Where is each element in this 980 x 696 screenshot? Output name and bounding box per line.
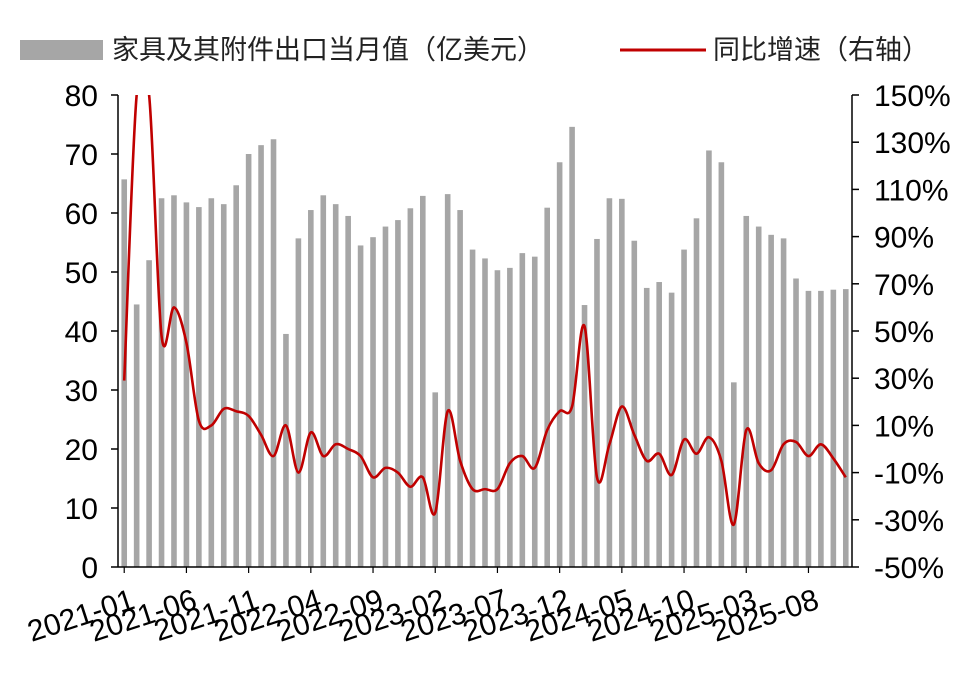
bar-2022-03 xyxy=(295,238,302,567)
bar-2023-04 xyxy=(457,210,463,568)
bar-2024-04 xyxy=(606,198,613,567)
bar-2021-09 xyxy=(220,204,227,567)
bar-2022-12 xyxy=(407,208,414,567)
bar-2022-04 xyxy=(308,210,314,568)
y-left-tick-label: 40 xyxy=(65,316,98,349)
bar-2021-06 xyxy=(183,202,190,567)
bar-2023-02 xyxy=(432,392,439,567)
y-left-tick-label: 0 xyxy=(81,552,98,585)
bar-2025-10 xyxy=(830,289,837,567)
bar-2023-05 xyxy=(469,249,476,567)
growth-line xyxy=(122,95,847,526)
y-right-tick-label: 70% xyxy=(874,269,934,302)
y-right-tick-label: 90% xyxy=(874,222,934,255)
bar-2022-06 xyxy=(332,204,339,567)
bar-2025-01 xyxy=(718,162,725,567)
bar-2025-04 xyxy=(755,226,762,567)
y-right-tick-label: -10% xyxy=(874,458,944,491)
legend-bar-swatch xyxy=(20,40,103,60)
bar-2023-09 xyxy=(519,253,526,567)
bar-2021-12 xyxy=(258,145,264,567)
y-right-tick-label: 50% xyxy=(874,316,934,349)
y-left-tick-label: 30 xyxy=(65,375,98,408)
bar-2025-05 xyxy=(768,234,774,567)
bar-2021-10 xyxy=(233,185,239,567)
y-left-tick-label: 70 xyxy=(65,139,98,172)
bar-2024-02 xyxy=(581,305,588,567)
bar-2022-10 xyxy=(382,226,389,567)
bar-2024-03 xyxy=(594,238,600,567)
bar-series xyxy=(121,126,849,568)
bar-2025-09 xyxy=(818,290,824,567)
y-right-tick-label: 150% xyxy=(874,80,951,113)
bar-2024-11 xyxy=(693,218,700,567)
legend-bar-label: 家具及其附件出口当月值（亿美元） xyxy=(112,35,544,66)
bar-2024-09 xyxy=(668,292,675,567)
bar-2021-08 xyxy=(208,198,215,567)
bar-2025-06 xyxy=(780,238,787,567)
bar-2024-08 xyxy=(656,282,662,567)
bar-2023-12 xyxy=(556,162,563,567)
y-right-tick-label: -30% xyxy=(874,505,944,538)
bar-2022-05 xyxy=(320,195,327,568)
y-left-tick-label: 10 xyxy=(65,493,98,526)
y-right-tick-label: 30% xyxy=(874,363,934,396)
bar-2021-07 xyxy=(196,207,202,567)
bar-2024-07 xyxy=(643,287,650,567)
line-series xyxy=(122,95,847,526)
bar-2023-11 xyxy=(544,207,550,567)
bar-2025-11 xyxy=(842,289,849,567)
y-right-tick-label: 130% xyxy=(874,127,951,160)
y-left-tick-label: 50 xyxy=(65,257,98,290)
bar-2023-03 xyxy=(444,194,451,567)
bar-2023-07 xyxy=(494,270,501,567)
bar-2024-12 xyxy=(706,150,712,567)
bar-2024-06 xyxy=(631,240,638,568)
y-right-tick-label: -50% xyxy=(874,552,944,585)
y-right-tick-label: 10% xyxy=(874,410,934,443)
bar-2021-02 xyxy=(133,304,140,567)
bar-2022-09 xyxy=(370,237,376,567)
bar-2022-11 xyxy=(395,220,401,567)
bar-2025-08 xyxy=(805,290,812,567)
bar-2025-02 xyxy=(731,382,737,567)
bar-2024-05 xyxy=(619,198,625,567)
bar-2023-10 xyxy=(531,256,538,567)
legend-line-label: 同比增速（右轴） xyxy=(713,35,929,66)
bar-2025-03 xyxy=(743,215,750,567)
y-left-tick-label: 80 xyxy=(65,80,98,113)
bar-2023-06 xyxy=(482,258,488,567)
bar-2022-02 xyxy=(283,333,289,567)
bar-2021-05 xyxy=(171,195,177,568)
bar-2021-03 xyxy=(146,260,152,567)
bar-2024-10 xyxy=(681,249,687,567)
bar-2023-08 xyxy=(507,267,513,567)
bar-2023-01 xyxy=(420,195,426,567)
bar-2022-08 xyxy=(357,245,364,567)
bar-2024-01 xyxy=(569,126,575,568)
bar-2025-07 xyxy=(793,278,799,567)
bar-2021-11 xyxy=(245,154,252,567)
y-left-tick-label: 20 xyxy=(65,434,98,467)
bar-2021-04 xyxy=(158,198,165,567)
y-left-tick-label: 60 xyxy=(65,198,98,231)
y-right-tick-label: 110% xyxy=(874,174,949,207)
bar-2022-01 xyxy=(270,139,277,567)
legend: 家具及其附件出口当月值（亿美元） 同比增速（右轴） xyxy=(20,35,929,66)
bar-2022-07 xyxy=(345,215,351,567)
